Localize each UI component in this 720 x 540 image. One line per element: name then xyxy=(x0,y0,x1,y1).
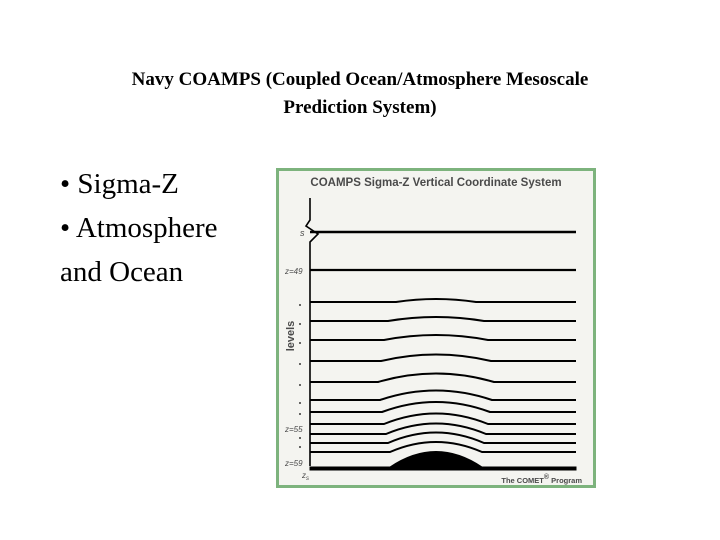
diagram-canvas: COAMPS Sigma-Z Vertical Coordinate Syste… xyxy=(276,168,596,488)
axis-dot xyxy=(299,304,301,306)
slide-title-line-1: Navy COAMPS (Coupled Ocean/Atmosphere Me… xyxy=(131,69,589,90)
bottom-label-main: z xyxy=(301,471,306,480)
bullet-text: Atmosphere xyxy=(75,212,218,244)
bullet-text: Sigma-Z xyxy=(77,168,179,200)
axis-dot xyxy=(299,384,301,386)
sigma-level-line xyxy=(310,431,576,444)
bullet-marker: • xyxy=(60,212,71,244)
axis-label-levels: levels xyxy=(285,321,297,352)
level-label-z49: z=49 xyxy=(284,267,303,276)
sigma-level-line xyxy=(310,372,576,383)
bottom-label-sub: s xyxy=(306,476,309,482)
sigma-level-line xyxy=(310,298,576,303)
diagram-frame xyxy=(276,168,596,488)
bullet-item-atmosphere: • Atmosphere xyxy=(60,206,270,250)
bullet-item-sigma-z: • Sigma-Z xyxy=(60,162,270,206)
bullet-continuation: and Ocean xyxy=(60,256,184,288)
bottom-label: zs xyxy=(301,471,309,482)
axis-dot xyxy=(299,323,301,325)
sigma-z-diagram: COAMPS Sigma-Z Vertical Coordinate Syste… xyxy=(276,168,596,488)
vertical-axis xyxy=(304,198,320,466)
sigma-level-line xyxy=(310,401,576,413)
credit-suffix: Program xyxy=(549,476,582,485)
axis-dot xyxy=(299,437,301,439)
axis-dot xyxy=(299,402,301,404)
slide-title-line-2: Prediction System) xyxy=(283,97,437,118)
sigma-levels xyxy=(310,298,576,453)
axis-dots xyxy=(299,304,301,448)
sigma-level-line xyxy=(310,316,576,322)
level-label-z55: z=55 xyxy=(284,425,303,434)
sigma-level-line xyxy=(310,441,576,453)
sigma-level-line xyxy=(310,389,576,401)
slide-title: Navy COAMPS (Coupled Ocean/Atmosphere Me… xyxy=(40,66,680,122)
sigma-level-line xyxy=(310,353,576,362)
bullet-marker: • xyxy=(60,168,71,200)
axis-dot xyxy=(299,413,301,415)
axis-dot xyxy=(299,446,301,448)
credit-mark: ® xyxy=(544,473,550,481)
terrain-mountain xyxy=(309,451,577,471)
level-label-z59: z=59 xyxy=(284,459,303,468)
sigma-level-line xyxy=(310,334,576,341)
comet-credit: The COMET® Program xyxy=(501,473,582,485)
top-label: s xyxy=(300,228,305,238)
diagram-title: COAMPS Sigma-Z Vertical Coordinate Syste… xyxy=(310,177,561,189)
sigma-level-line xyxy=(310,422,576,435)
credit-text: The COMET xyxy=(501,476,544,485)
axis-dot xyxy=(299,363,301,365)
sigma-level-line xyxy=(310,412,576,425)
axis-dot xyxy=(299,342,301,344)
bullet-list: • Sigma-Z • Atmosphere and Ocean xyxy=(60,162,270,294)
